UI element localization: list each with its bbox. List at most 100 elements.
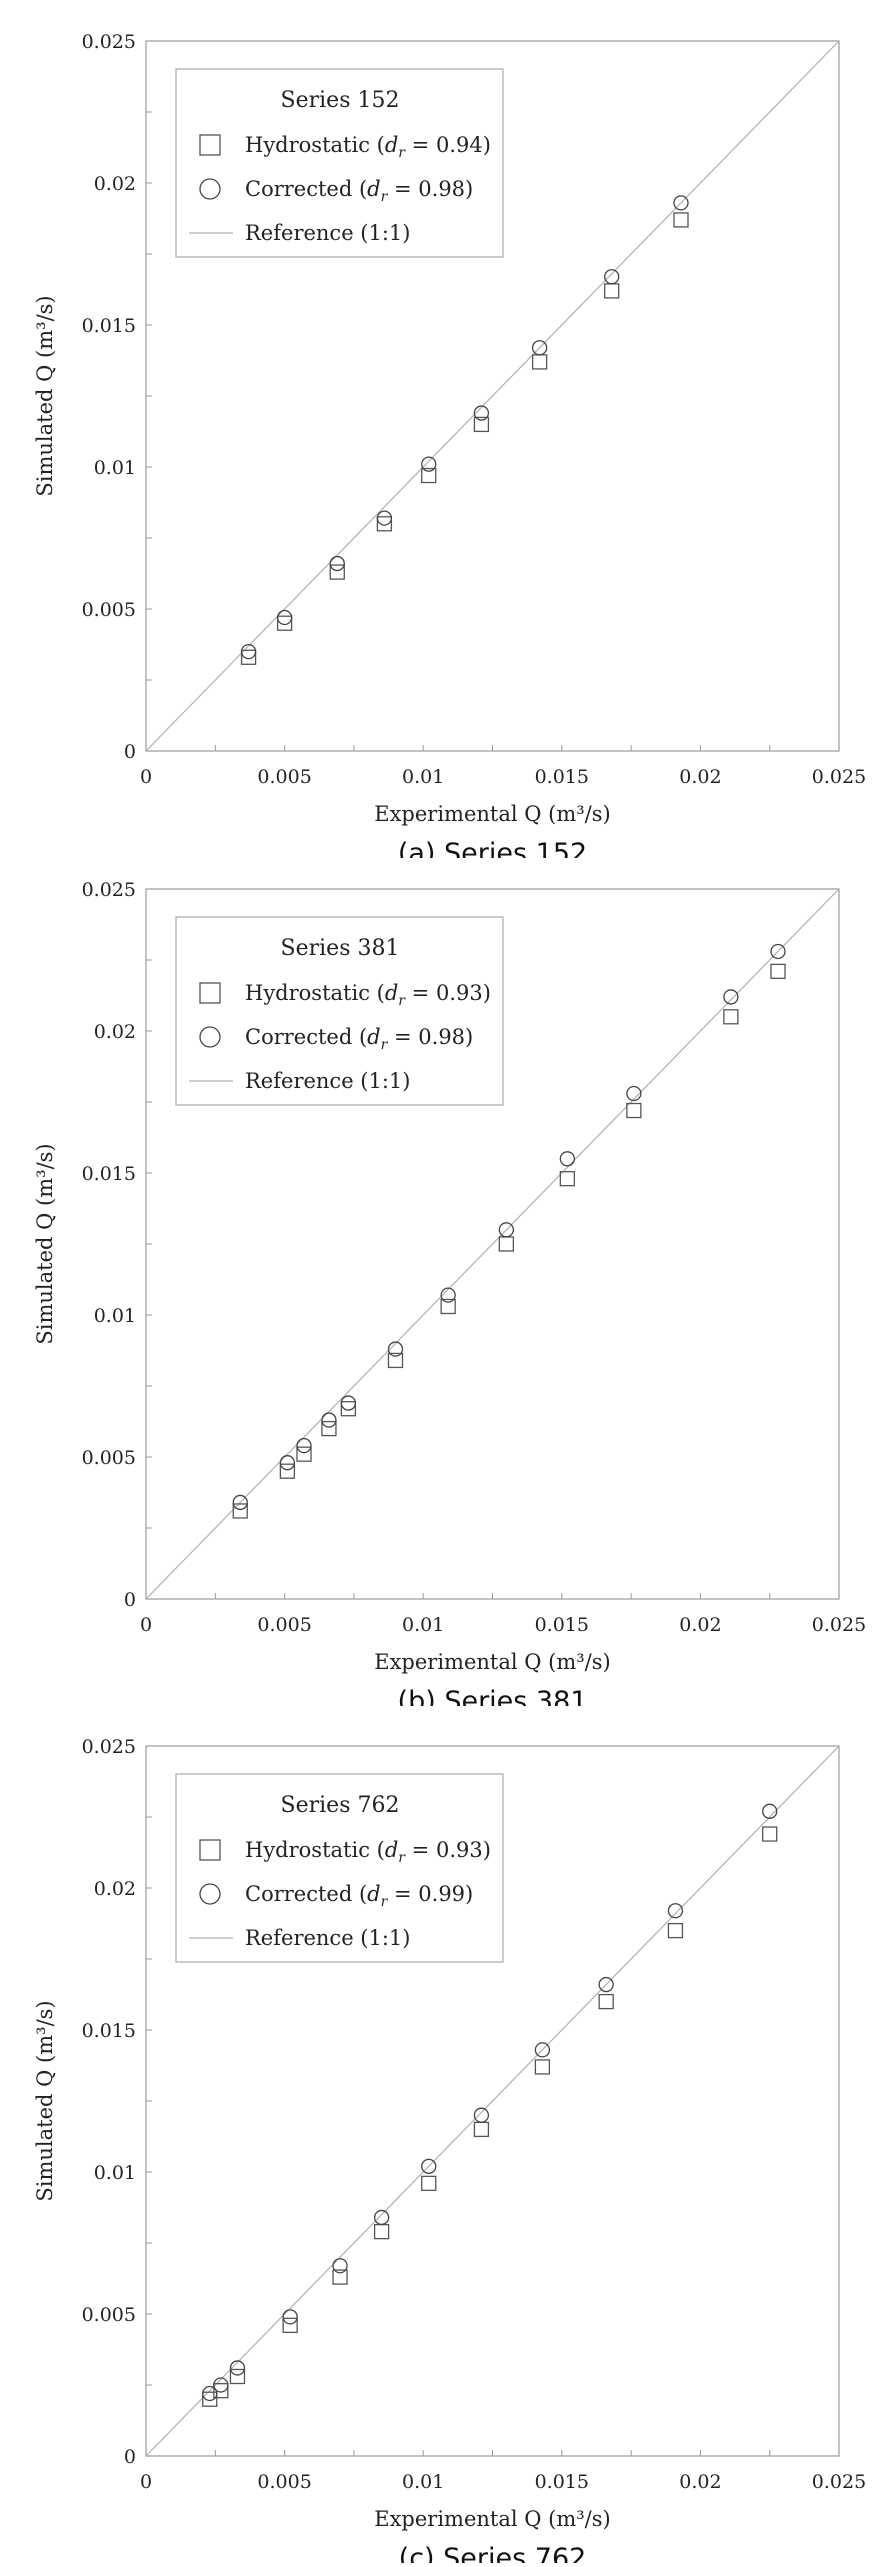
panel-caption: (c) Series 762 (399, 2543, 587, 2563)
corrected-point (559, 1151, 575, 1167)
y-tick-label: 0.025 (82, 879, 136, 901)
x-axis-label: Experimental Q (m³/s) (374, 1650, 610, 1674)
hydrostatic-point (604, 283, 620, 299)
legend-entry-hydrostatic: Hydrostatic (dr = 0.94) (245, 133, 491, 161)
dr-value: 0.93 (436, 981, 483, 1005)
hydrostatic-point (332, 2269, 348, 2285)
hydrostatic-point (240, 649, 257, 665)
hydrostatic-point (770, 963, 786, 980)
paren: ( (370, 981, 385, 1005)
hydrostatic-point (723, 1009, 739, 1025)
corrected-point (213, 2377, 229, 2393)
dr-subscript: r (381, 189, 389, 205)
corrected-point (604, 269, 620, 285)
dr-value: 0.99 (418, 1882, 465, 1906)
hydrostatic-point (321, 1420, 337, 1437)
corrected-point (534, 2042, 551, 2058)
legend-label: Corrected (245, 177, 352, 201)
x-tick-label: 0.01 (402, 2471, 444, 2493)
corrected-point (667, 1903, 684, 1919)
hydrostatic-point (421, 467, 437, 484)
x-tick-label: 0 (140, 2471, 152, 2493)
legend-entry-hydrostatic: Hydrostatic (dr = 0.93) (245, 981, 491, 1009)
hydrostatic-point (282, 2317, 298, 2334)
circle-marker-icon (199, 1026, 221, 1048)
legend-entry-hydrostatic: Hydrostatic (dr = 0.93) (245, 1838, 491, 1866)
y-tick-label: 0.005 (82, 2304, 136, 2326)
corrected-point (373, 2209, 390, 2226)
corrected-point (282, 2309, 298, 2325)
square-marker-icon (199, 134, 221, 156)
y-tick-label: 0.02 (94, 1878, 136, 1900)
corrected-point (421, 2158, 437, 2174)
equals: = (387, 1882, 418, 1906)
hydrostatic-point (559, 1171, 575, 1187)
paren: ) (483, 1838, 491, 1862)
dr-subscript: r (398, 1850, 406, 1866)
hydrostatic-point (667, 1922, 684, 1939)
x-tick-label: 0 (140, 1614, 152, 1636)
y-tick-label: 0.005 (82, 1447, 136, 1469)
corrected-point (296, 1437, 312, 1454)
legend-title: Series 152 (281, 88, 400, 113)
dr-subscript: r (398, 993, 406, 1009)
x-tick-label: 0.005 (257, 1614, 311, 1636)
hydrostatic-point (279, 1463, 296, 1479)
y-tick-label: 0 (124, 1589, 136, 1611)
hydrostatic-point (598, 1993, 614, 2010)
corrected-point (279, 1455, 296, 1471)
y-tick-label: 0.02 (94, 173, 136, 195)
hydrostatic-point (473, 2121, 490, 2138)
paren: ( (370, 133, 385, 157)
paren: ( (370, 1838, 385, 1862)
square-marker-icon (199, 982, 221, 1004)
corrected-point (202, 2385, 218, 2402)
hydrostatic-point (329, 564, 345, 580)
legend-label: Hydrostatic (245, 1838, 370, 1862)
y-tick-label: 0.02 (94, 1021, 136, 1043)
corrected-point (329, 555, 345, 572)
hydrostatic-point (376, 516, 393, 532)
legend-box (175, 1773, 504, 1963)
hydrostatic-point (440, 1298, 456, 1315)
y-tick-label: 0.01 (94, 457, 136, 479)
legend: Series 381 Hydrostatic (dr = 0.93) Correct… (175, 916, 504, 1106)
reference-line (145, 1745, 840, 2457)
x-axis-label: Experimental Q (m³/s) (374, 802, 610, 826)
dr-subscript: r (381, 1894, 389, 1910)
x-tick-label: 0.005 (257, 766, 311, 788)
reference-line (145, 888, 840, 1600)
hydrostatic-point (473, 416, 490, 433)
legend-label: Corrected (245, 1025, 352, 1049)
legend-title: Series 381 (281, 936, 400, 961)
paren: ) (465, 177, 473, 201)
corrected-point (229, 2360, 246, 2376)
dr-symbol: d (385, 1838, 398, 1862)
dr-symbol: d (367, 1882, 380, 1906)
paren: ) (483, 133, 491, 157)
legend-entry-corrected: Corrected (dr = 0.98) (245, 1025, 473, 1053)
corrected-point (440, 1287, 456, 1303)
corrected-point (531, 340, 548, 356)
y-tick-label: 0.015 (82, 315, 136, 337)
hydrostatic-point (296, 1446, 312, 1462)
equals: = (405, 133, 436, 157)
legend-box (175, 68, 504, 258)
legend-box (175, 916, 504, 1106)
x-tick-label: 0.01 (402, 766, 444, 788)
reference-line (145, 40, 840, 752)
legend: Series 152 Hydrostatic (dr = 0.94) Correct… (175, 68, 504, 258)
dr-symbol: d (367, 1025, 380, 1049)
y-tick-label: 0.01 (94, 2162, 136, 2184)
x-tick-label: 0.025 (812, 2471, 866, 2493)
corrected-point (232, 1494, 248, 1511)
legend-title: Series 762 (281, 1793, 400, 1818)
y-tick-label: 0.025 (82, 31, 136, 53)
x-axis-label: Experimental Q (m³/s) (374, 2507, 610, 2531)
x-tick-label: 0.02 (679, 1614, 721, 1636)
paren: ) (483, 981, 491, 1005)
legend-entry-corrected: Corrected (dr = 0.98) (245, 177, 473, 205)
x-tick-label: 0.02 (679, 766, 721, 788)
